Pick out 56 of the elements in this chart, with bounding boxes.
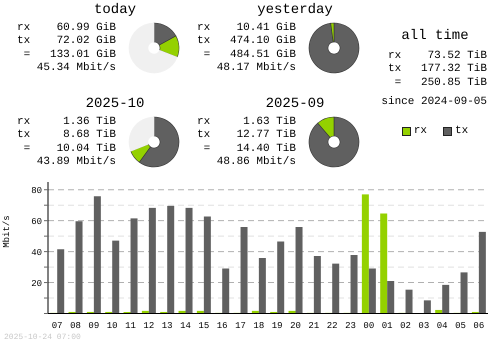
chart-title: 2025-10	[84, 96, 146, 112]
y-axis-title: Mbit/s	[2, 215, 12, 248]
x-tick-label: 19	[272, 320, 283, 331]
x-tick-label: 12	[143, 320, 154, 331]
x-tick-label: 03	[418, 320, 430, 331]
x-tick-label: 16	[216, 320, 228, 331]
text: since 2024-09-05	[380, 96, 487, 110]
text: = 484.51 GiB	[202, 48, 296, 62]
y-tick-label: 40	[31, 248, 42, 258]
x-tick-label: 08	[70, 320, 81, 331]
x-tick-label: 11	[125, 320, 136, 331]
text: rx 1.63 TiB	[196, 116, 296, 129]
x-tick-label: 15	[198, 320, 210, 331]
x-tick-label: 09	[88, 320, 100, 331]
x-tick-label: 17	[235, 320, 246, 331]
x-tick-label: 05	[455, 320, 466, 331]
x-tick-label: 06	[473, 320, 484, 331]
chart-title: 2025-09	[264, 96, 326, 112]
x-tick-label: 07	[52, 320, 63, 331]
text: tx 8.68 TiB	[16, 129, 116, 143]
y-tick-label: 20	[31, 278, 42, 289]
text: = 133.01 GiB	[22, 48, 116, 62]
x-tick-label: 18	[253, 320, 264, 331]
legend-label: tx	[454, 125, 468, 138]
text: = 250.85 TiB	[394, 76, 487, 90]
x-tick-label: 04	[436, 320, 448, 331]
text: 48.86 Mbit/s	[216, 156, 296, 170]
chart-title: today	[92, 2, 137, 18]
text: rx 1.36 TiB	[16, 116, 116, 129]
x-tick-label: 23	[345, 320, 356, 331]
text: 45.34 Mbit/s	[36, 62, 116, 76]
text: = 10.04 TiB	[22, 142, 116, 156]
text: tx 72.02 GiB	[16, 35, 116, 49]
x-tick-label: 13	[162, 320, 173, 331]
y-tick-label: 60	[31, 216, 42, 227]
legend-label: rx	[412, 125, 427, 138]
x-tick-label: 01	[382, 320, 393, 331]
chart-title: yesterday	[256, 2, 334, 18]
text: = 14.40 TiB	[202, 142, 296, 156]
text: 43.89 Mbit/s	[36, 156, 116, 170]
text: all time	[400, 28, 470, 44]
x-tick-label: 14	[180, 320, 191, 331]
x-tick-label: 20	[290, 320, 301, 331]
y-tick-label: 80	[31, 186, 42, 196]
x-tick-label: 22	[326, 320, 338, 331]
text: tx 12.77 TiB	[196, 129, 296, 143]
text: rx 10.41 GiB	[196, 22, 296, 35]
text: rx 60.99 GiB	[16, 22, 116, 35]
text: 48.17 Mbit/s	[216, 62, 296, 76]
x-tick-label: 02	[400, 320, 411, 331]
text: rx 73.52 TiB	[386, 50, 487, 63]
x-tick-label: 00	[363, 320, 374, 331]
x-tick-label: 21	[308, 320, 320, 331]
x-tick-label: 10	[106, 320, 118, 331]
text: tx 474.10 GiB	[196, 35, 296, 49]
text: tx 177.32 TiB	[386, 63, 487, 77]
